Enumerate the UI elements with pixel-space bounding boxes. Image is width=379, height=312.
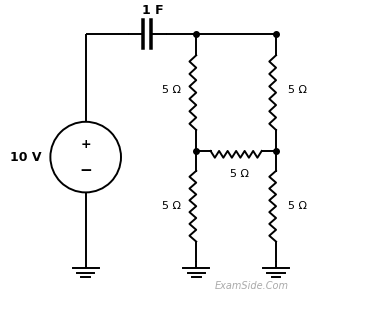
Text: 5 Ω: 5 Ω xyxy=(288,201,307,211)
Text: −: − xyxy=(79,163,92,178)
Text: 1 F: 1 F xyxy=(143,4,164,17)
Text: +: + xyxy=(80,138,91,151)
Text: 5 Ω: 5 Ω xyxy=(162,201,181,211)
Text: 5 Ω: 5 Ω xyxy=(288,85,307,95)
Text: 5 Ω: 5 Ω xyxy=(162,85,181,95)
Text: 10 V: 10 V xyxy=(10,151,41,163)
Text: 5 Ω: 5 Ω xyxy=(230,169,249,179)
Text: ExamSide.Com: ExamSide.Com xyxy=(215,281,288,291)
